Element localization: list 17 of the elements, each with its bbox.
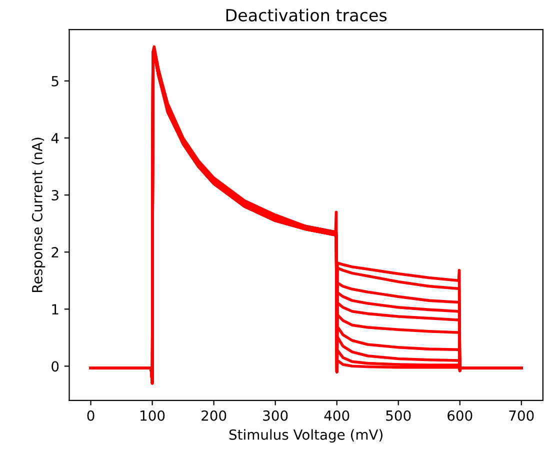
x-tick-label: 400 <box>324 410 350 421</box>
x-axis-title: Stimulus Voltage (mV) <box>229 429 382 443</box>
x-tick-label: 100 <box>140 410 165 421</box>
y-tick-label: 2 <box>52 247 58 258</box>
chart-title: Deactivation traces <box>226 8 387 22</box>
x-tick-label: 0 <box>87 410 94 421</box>
y-tick-label: 5 <box>52 76 58 86</box>
x-tick-label: 200 <box>202 410 226 421</box>
y-tick-label: 0 <box>52 361 59 372</box>
y-tick-label: 4 <box>51 133 59 144</box>
x-tick-label: 500 <box>386 410 411 421</box>
x-tick-label: 600 <box>448 410 472 421</box>
y-tick-label: 1 <box>52 304 58 314</box>
y-tick-label: 3 <box>52 190 58 200</box>
x-tick-label: 700 <box>509 410 534 421</box>
y-axis-title: Response Current (nA) <box>32 138 46 292</box>
x-tick-label: 300 <box>263 410 288 421</box>
